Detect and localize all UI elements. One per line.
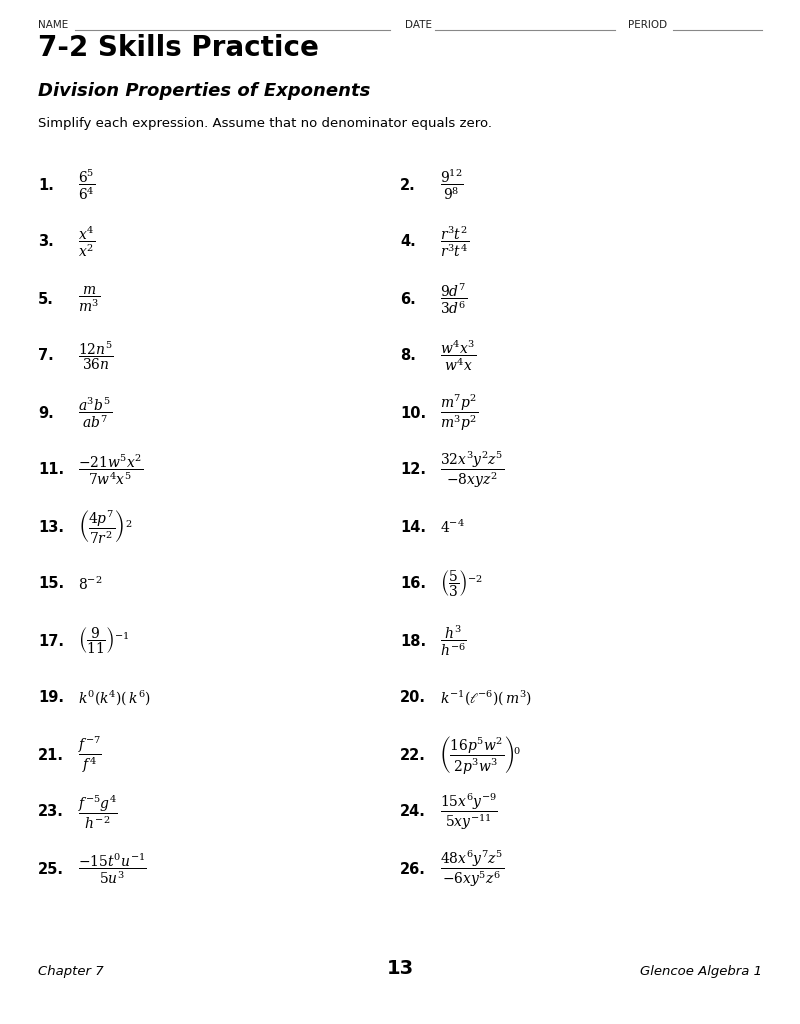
- Text: 13: 13: [386, 959, 414, 978]
- Text: 15.: 15.: [38, 577, 64, 592]
- Text: $k^0(k^4)(\, k^6)$: $k^0(k^4)(\, k^6)$: [78, 688, 151, 708]
- Text: $\dfrac{m}{m^3}$: $\dfrac{m}{m^3}$: [78, 285, 100, 313]
- Text: $\left(\dfrac{5}{3}\right)^{-2}$: $\left(\dfrac{5}{3}\right)^{-2}$: [440, 568, 483, 599]
- Text: $\dfrac{12n^5}{36n}$: $\dfrac{12n^5}{36n}$: [78, 340, 114, 373]
- Text: $\dfrac{32x^3y^2z^5}{-8xyz^2}$: $\dfrac{32x^3y^2z^5}{-8xyz^2}$: [440, 450, 504, 490]
- Text: $\left(\dfrac{16p^5w^2}{2p^3w^3}\right)^0$: $\left(\dfrac{16p^5w^2}{2p^3w^3}\right)^…: [440, 734, 521, 776]
- Text: $\left(\dfrac{9}{11}\right)^{-1}$: $\left(\dfrac{9}{11}\right)^{-1}$: [78, 626, 130, 656]
- Text: 16.: 16.: [400, 577, 426, 592]
- Text: $\dfrac{-21w^5x^2}{7w^4x^5}$: $\dfrac{-21w^5x^2}{7w^4x^5}$: [78, 453, 143, 487]
- Text: 26.: 26.: [400, 861, 426, 877]
- Text: 20.: 20.: [400, 690, 426, 706]
- Text: NAME: NAME: [38, 20, 68, 30]
- Text: 12.: 12.: [400, 463, 426, 477]
- Text: 9.: 9.: [38, 406, 54, 421]
- Text: $\left(\dfrac{4p^7}{7r^2}\right)^2$: $\left(\dfrac{4p^7}{7r^2}\right)^2$: [78, 508, 132, 546]
- Text: Simplify each expression. Assume that no denominator equals zero.: Simplify each expression. Assume that no…: [38, 117, 492, 130]
- Text: $\dfrac{m^7p^2}{m^3p^2}$: $\dfrac{m^7p^2}{m^3p^2}$: [440, 392, 478, 433]
- Text: $\dfrac{9d^7}{3d^6}$: $\dfrac{9d^7}{3d^6}$: [440, 282, 467, 316]
- Text: Chapter 7: Chapter 7: [38, 965, 104, 978]
- Text: 23.: 23.: [38, 805, 64, 819]
- Text: Glencoe Algebra 1: Glencoe Algebra 1: [640, 965, 762, 978]
- Text: $\dfrac{w^4x^3}{w^4x}$: $\dfrac{w^4x^3}{w^4x}$: [440, 339, 476, 374]
- Text: $8^{-2}$: $8^{-2}$: [78, 575, 102, 593]
- Text: $\dfrac{r^3t^2}{r^3t^4}$: $\dfrac{r^3t^2}{r^3t^4}$: [440, 224, 469, 259]
- Text: DATE: DATE: [405, 20, 432, 30]
- Text: 25.: 25.: [38, 861, 64, 877]
- Text: 10.: 10.: [400, 406, 426, 421]
- Text: $k^{-1}(\ell^{-6})(\, m^3)$: $k^{-1}(\ell^{-6})(\, m^3)$: [440, 688, 532, 708]
- Text: 13.: 13.: [38, 519, 64, 535]
- Text: $\dfrac{x^4}{x^2}$: $\dfrac{x^4}{x^2}$: [78, 224, 95, 259]
- Text: $\dfrac{a^3b^5}{ab^7}$: $\dfrac{a^3b^5}{ab^7}$: [78, 395, 112, 430]
- Text: 24.: 24.: [400, 805, 426, 819]
- Text: 18.: 18.: [400, 634, 426, 648]
- Text: $\dfrac{6^5}{6^4}$: $\dfrac{6^5}{6^4}$: [78, 168, 95, 203]
- Text: 21.: 21.: [38, 748, 64, 763]
- Text: 8.: 8.: [400, 348, 416, 364]
- Text: 7-2 Skills Practice: 7-2 Skills Practice: [38, 34, 319, 62]
- Text: 22.: 22.: [400, 748, 426, 763]
- Text: 19.: 19.: [38, 690, 64, 706]
- Text: PERIOD: PERIOD: [628, 20, 667, 30]
- Text: $\dfrac{-15t^0u^{-1}}{5u^3}$: $\dfrac{-15t^0u^{-1}}{5u^3}$: [78, 852, 147, 887]
- Text: 3.: 3.: [38, 234, 54, 250]
- Text: 11.: 11.: [38, 463, 64, 477]
- Text: 17.: 17.: [38, 634, 64, 648]
- Text: $4^{-4}$: $4^{-4}$: [440, 518, 465, 536]
- Text: $\dfrac{f^{-7}}{f^4}$: $\dfrac{f^{-7}}{f^4}$: [78, 734, 102, 775]
- Text: 6.: 6.: [400, 292, 416, 306]
- Text: 1.: 1.: [38, 177, 54, 193]
- Text: 14.: 14.: [400, 519, 426, 535]
- Text: Division Properties of Exponents: Division Properties of Exponents: [38, 82, 370, 100]
- Text: $\dfrac{15x^6y^{-9}}{5xy^{-11}}$: $\dfrac{15x^6y^{-9}}{5xy^{-11}}$: [440, 792, 498, 833]
- Text: $\dfrac{48x^6y^7z^5}{-6xy^5z^6}$: $\dfrac{48x^6y^7z^5}{-6xy^5z^6}$: [440, 849, 504, 890]
- Text: 4.: 4.: [400, 234, 416, 250]
- Text: $\dfrac{9^{12}}{9^8}$: $\dfrac{9^{12}}{9^8}$: [440, 168, 464, 203]
- Text: 5.: 5.: [38, 292, 54, 306]
- Text: 2.: 2.: [400, 177, 416, 193]
- Text: $\dfrac{h^3}{h^{-6}}$: $\dfrac{h^3}{h^{-6}}$: [440, 624, 466, 658]
- Text: 7.: 7.: [38, 348, 54, 364]
- Text: $\dfrac{f^{-5}g^4}{h^{-2}}$: $\dfrac{f^{-5}g^4}{h^{-2}}$: [78, 793, 118, 830]
